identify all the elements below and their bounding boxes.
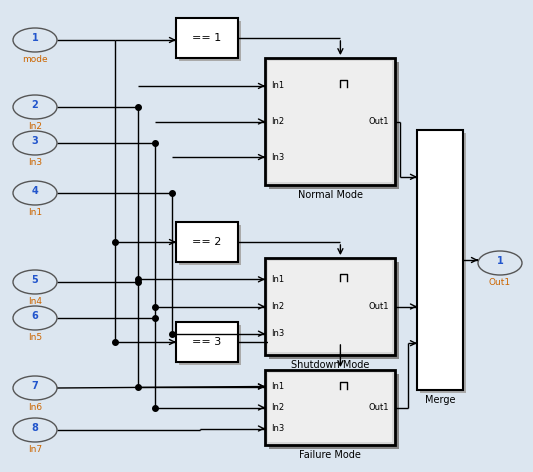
Bar — [179, 225, 241, 265]
Bar — [417, 130, 463, 390]
Bar — [420, 133, 466, 393]
Bar — [176, 18, 238, 58]
Bar — [265, 58, 395, 185]
Text: In2: In2 — [271, 403, 284, 412]
Text: In6: In6 — [28, 403, 42, 412]
Text: Out1: Out1 — [368, 403, 389, 412]
Text: In2: In2 — [28, 122, 42, 131]
Text: In3: In3 — [28, 158, 42, 167]
Text: In3: In3 — [271, 329, 284, 338]
Bar — [265, 258, 395, 355]
Ellipse shape — [13, 376, 57, 400]
Text: Failure Mode: Failure Mode — [299, 450, 361, 460]
Bar — [269, 262, 399, 359]
Text: 7: 7 — [31, 381, 38, 391]
Text: 1: 1 — [31, 33, 38, 43]
Text: 4: 4 — [31, 186, 38, 196]
Text: == 1: == 1 — [192, 33, 222, 43]
Text: 5: 5 — [31, 275, 38, 285]
Text: In1: In1 — [28, 208, 42, 217]
Text: Shutdown Mode: Shutdown Mode — [291, 360, 369, 370]
Text: In1: In1 — [271, 382, 284, 391]
Ellipse shape — [13, 28, 57, 52]
Bar — [268, 261, 392, 352]
Text: Out1: Out1 — [368, 302, 389, 311]
Text: In5: In5 — [28, 333, 42, 342]
Text: 8: 8 — [31, 423, 38, 433]
Bar — [179, 21, 241, 61]
Text: mode: mode — [22, 55, 48, 64]
Bar — [268, 61, 392, 182]
Text: Out1: Out1 — [489, 278, 511, 287]
Text: In7: In7 — [28, 445, 42, 454]
Ellipse shape — [13, 181, 57, 205]
Text: In4: In4 — [28, 297, 42, 306]
Text: 6: 6 — [31, 311, 38, 321]
Bar — [269, 374, 399, 449]
Bar — [179, 325, 241, 365]
Bar — [176, 322, 238, 362]
Text: Merge: Merge — [425, 395, 455, 405]
Bar — [268, 373, 392, 442]
Text: In3: In3 — [271, 424, 284, 433]
Text: In1: In1 — [271, 275, 284, 284]
Bar — [265, 370, 395, 445]
Ellipse shape — [13, 131, 57, 155]
Ellipse shape — [13, 95, 57, 119]
Ellipse shape — [13, 418, 57, 442]
Bar — [176, 222, 238, 262]
Text: In3: In3 — [271, 152, 284, 161]
Text: In2: In2 — [271, 302, 284, 311]
Text: 1: 1 — [497, 256, 503, 266]
Bar — [269, 62, 399, 189]
Text: In1: In1 — [271, 82, 284, 91]
Text: == 3: == 3 — [192, 337, 222, 347]
Text: == 2: == 2 — [192, 237, 222, 247]
Ellipse shape — [13, 306, 57, 330]
Ellipse shape — [478, 251, 522, 275]
Ellipse shape — [13, 270, 57, 294]
Text: Normal Mode: Normal Mode — [297, 190, 362, 200]
Text: 2: 2 — [31, 100, 38, 110]
Text: Out1: Out1 — [368, 117, 389, 126]
Text: In2: In2 — [271, 117, 284, 126]
Text: 3: 3 — [31, 136, 38, 146]
